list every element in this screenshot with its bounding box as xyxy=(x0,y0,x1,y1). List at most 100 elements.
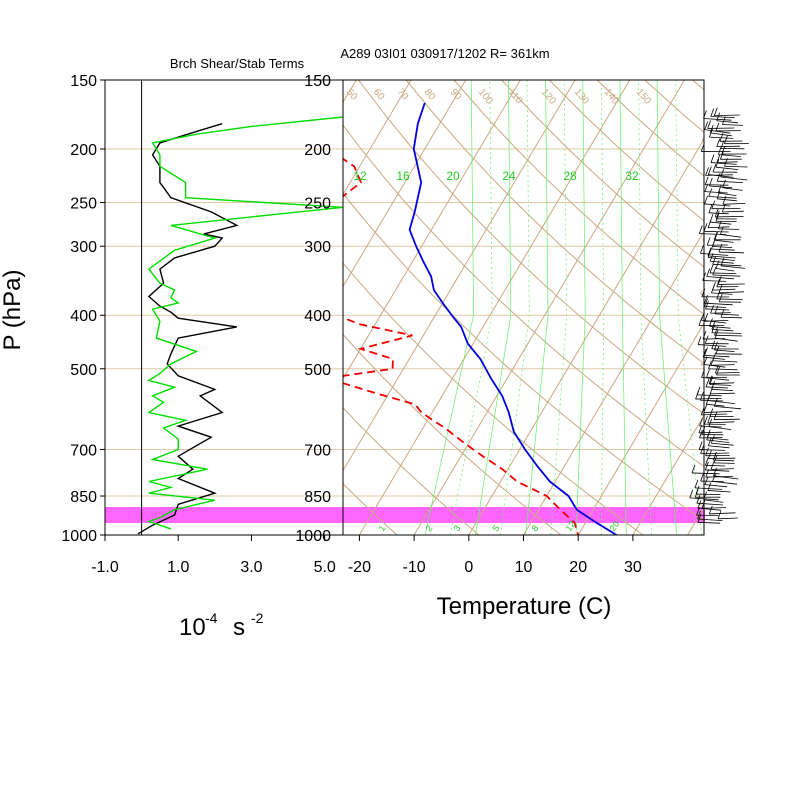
wind-barb-shaft xyxy=(704,230,729,233)
stability-line-green xyxy=(146,116,344,530)
wind-barb-flag xyxy=(718,243,723,253)
wind-barb-flag xyxy=(691,464,696,474)
wind-barb-shaft xyxy=(700,252,729,256)
left-y-tick-label: 500 xyxy=(70,362,97,379)
units-unit-exponent: -2 xyxy=(251,610,264,626)
mixing-ratio-label-bottom: 2 xyxy=(423,523,434,533)
wind-barb-flag xyxy=(713,398,718,407)
mixing-ratio-label-top: 12 xyxy=(353,169,367,183)
isotherm xyxy=(632,414,704,535)
wind-barb-shaft xyxy=(704,364,726,368)
wind-barb-flag xyxy=(704,176,709,185)
wind-barb-shaft xyxy=(709,382,735,385)
wind-barb-flag xyxy=(721,203,726,213)
right-x-tick-label: 10 xyxy=(515,559,533,576)
right-y-tick-label: 700 xyxy=(304,442,331,459)
dry-adiabat xyxy=(343,124,704,467)
wind-barb-flag xyxy=(708,177,713,187)
wind-barb-shaft xyxy=(705,308,730,311)
wind-barb-flag xyxy=(698,225,703,234)
wind-barb-flag xyxy=(706,431,711,441)
wind-barb-flag xyxy=(707,219,712,228)
dry-adiabat-label: 80 xyxy=(422,87,438,103)
wind-barb-flag xyxy=(706,369,710,378)
shear-stability-panel: 150 200 250 300 400 500 700 850 1000 -1.0 1.0 3.0 5.… xyxy=(61,73,344,576)
wind-barb-shaft xyxy=(707,421,735,424)
mixing-ratio-label-top: 24 xyxy=(502,169,516,183)
dry-adiabat xyxy=(358,80,704,415)
wind-barb-flag xyxy=(724,158,728,167)
wind-barb-shaft xyxy=(700,480,724,482)
y-axis-label: P (hPa) xyxy=(0,270,26,351)
wind-barb-flag xyxy=(689,489,694,499)
mixing-ratio-label-top: 16 xyxy=(396,169,410,183)
mixing-ratio-line xyxy=(575,80,586,535)
mixing-ratio-line xyxy=(638,80,652,535)
wind-barb-flag xyxy=(710,357,715,366)
wind-barb-shaft xyxy=(712,480,738,485)
right-y-tick-label: 850 xyxy=(304,489,331,506)
wind-barb-flag xyxy=(724,135,728,144)
dry-adiabat-label: 60 xyxy=(371,87,387,103)
dry-adiabat-label: 140 xyxy=(602,87,621,107)
wind-barb-flag xyxy=(714,208,719,218)
isotherm-label: -1 xyxy=(698,235,713,249)
mixing-ratio-label-bottom: 8 xyxy=(529,523,540,533)
shear-line-black xyxy=(137,123,239,535)
dry-adiabat-label: 100 xyxy=(476,87,495,107)
wind-barb-flag xyxy=(711,321,716,330)
isotherm xyxy=(577,322,704,535)
wind-barb-shaft xyxy=(710,162,737,165)
wind-barb-shaft xyxy=(722,203,746,205)
wind-barb-shaft xyxy=(701,319,727,324)
wind-barb-shaft xyxy=(711,248,735,251)
wind-barb-flag xyxy=(720,309,725,318)
mixing-ratio-line xyxy=(424,80,474,535)
wind-barb-shaft xyxy=(706,276,735,280)
wind-barb-flag xyxy=(706,237,711,246)
right-y-tick-label: 200 xyxy=(304,142,331,159)
wind-barb-shaft xyxy=(712,274,741,277)
mixing-ratio-line xyxy=(500,80,530,535)
wind-barb-flag xyxy=(709,253,714,262)
wind-barb-shaft xyxy=(714,337,738,342)
wind-barb-flag xyxy=(708,188,713,197)
wind-barb-shaft xyxy=(714,239,734,243)
dry-adiabat xyxy=(343,262,644,535)
wind-barb-shaft xyxy=(714,114,740,117)
wind-barb-flag xyxy=(704,335,709,344)
wind-barb-flag xyxy=(714,327,718,336)
wind-barb-shaft xyxy=(718,192,737,196)
wind-barb-flag xyxy=(717,276,722,285)
surface-band xyxy=(105,507,705,523)
wind-barb-shaft xyxy=(707,257,735,261)
wind-barb-flag xyxy=(711,340,716,350)
wind-barb-flag xyxy=(704,183,709,192)
mixing-ratio-line xyxy=(449,80,493,535)
wind-barb-flag xyxy=(712,473,716,482)
wind-barb-shaft xyxy=(708,196,737,199)
wind-barb-flag xyxy=(704,457,709,466)
wind-barb-flag xyxy=(717,510,722,519)
wind-barb-flag xyxy=(720,168,725,178)
right-x-tick-label: 30 xyxy=(624,559,642,576)
wind-barb-shaft xyxy=(715,166,739,170)
wind-barb-shaft xyxy=(710,392,735,395)
wind-barb-shaft xyxy=(707,437,729,441)
wind-barb-flag xyxy=(696,495,701,504)
wind-barb-shaft xyxy=(711,442,734,446)
wind-barb-flag xyxy=(721,145,726,155)
wind-barb-shaft xyxy=(709,512,736,515)
left-y-tick-label: 400 xyxy=(70,308,97,325)
wind-barb-shaft xyxy=(714,405,742,410)
wind-barb-flag xyxy=(704,295,708,304)
wind-barb-flag xyxy=(708,505,713,515)
wind-barb-shaft xyxy=(704,302,733,306)
wind-barb-flag xyxy=(707,120,712,129)
wind-barb-flag xyxy=(710,305,714,314)
wind-barb-shaft xyxy=(711,364,735,366)
wind-barb-shaft xyxy=(707,255,736,259)
dry-adiabat-label: 90 xyxy=(448,87,464,103)
left-x-tick-label: 5.0 xyxy=(314,559,336,576)
